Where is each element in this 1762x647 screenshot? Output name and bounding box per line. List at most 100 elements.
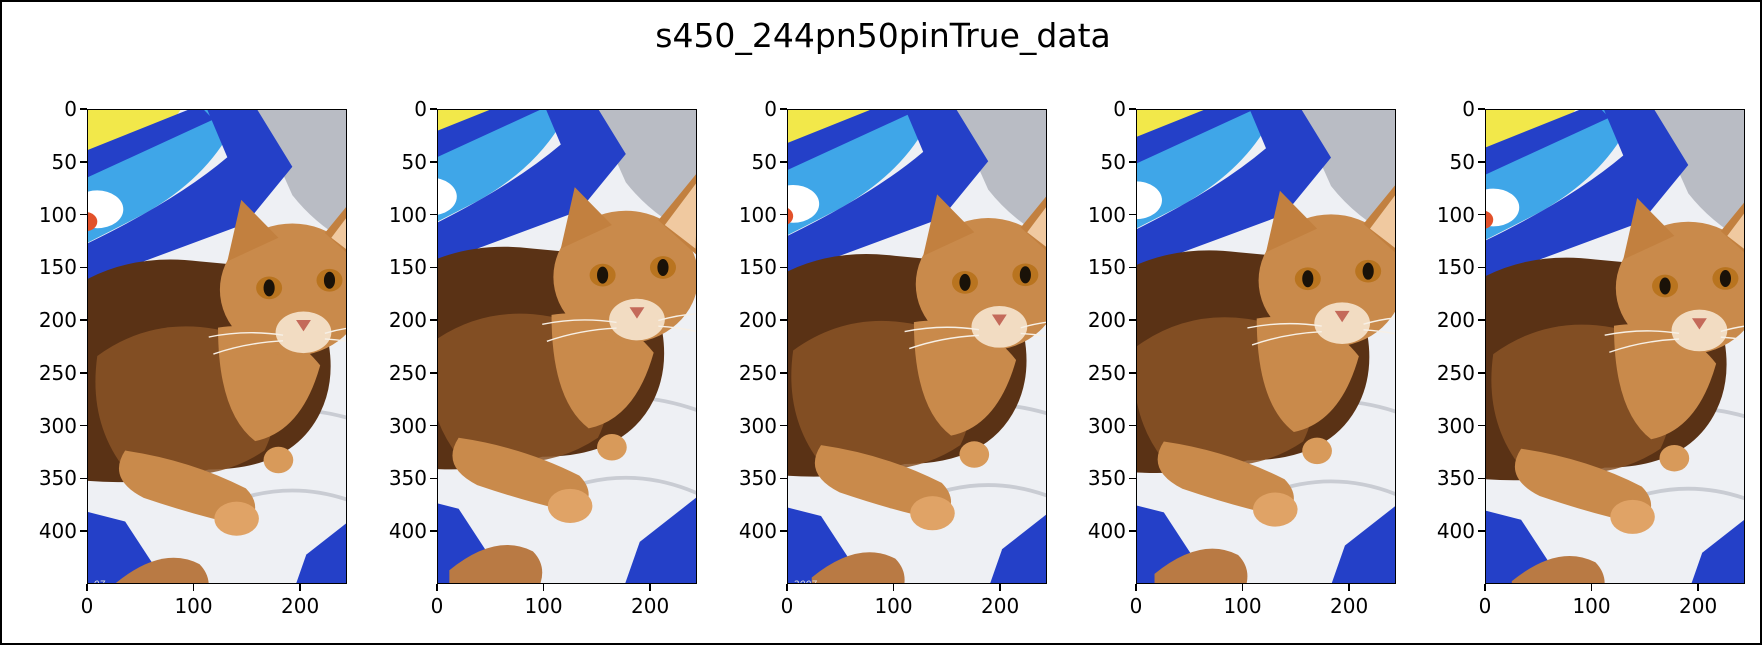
y-tick-mark (430, 530, 437, 532)
y-tick-mark (1478, 530, 1485, 532)
y-tick-label: 50 (51, 149, 77, 174)
y-tick-mark (80, 266, 87, 269)
x-tick-label: 0 (1129, 594, 1143, 618)
x-tick-mark (1135, 584, 1137, 591)
x-tick-label: 100 (1223, 594, 1262, 618)
y-tick-mark (80, 477, 87, 480)
y-tick-mark (1129, 108, 1136, 110)
y-tick-label: 0 (64, 97, 77, 121)
y-tick-label: 200 (38, 308, 77, 333)
y-tick-mark (430, 319, 437, 321)
y-tick-label: 150 (1436, 255, 1475, 280)
y-tick-mark (430, 424, 437, 427)
image-watermark: 07 (94, 580, 106, 583)
y-tick-label: 150 (388, 255, 427, 280)
y-tick-mark (80, 424, 87, 427)
y-tick-label: 250 (388, 360, 427, 385)
y-tick-label: 250 (1436, 360, 1475, 385)
y-tick-mark (1129, 161, 1136, 163)
y-tick-label: 100 (1436, 202, 1475, 227)
y-tick-mark (780, 477, 787, 480)
x-tick-label: 0 (80, 594, 94, 618)
y-tick-label: 300 (738, 413, 777, 438)
x-tick-label: 0 (1478, 594, 1492, 618)
y-tick-label: 250 (1087, 360, 1126, 385)
y-tick-label: 100 (38, 202, 77, 227)
x-tick-label: 200 (281, 594, 320, 618)
x-tick-label: 100 (874, 594, 913, 618)
y-tick-label: 250 (738, 360, 777, 385)
y-tick-label: 300 (1087, 413, 1126, 438)
x-tick-mark (1484, 584, 1486, 591)
x-tick-mark (299, 584, 301, 591)
x-tick-label: 200 (1679, 594, 1718, 618)
x-tick-mark (192, 584, 195, 591)
y-tick-label: 400 (1087, 519, 1126, 544)
y-tick-mark (1478, 213, 1485, 216)
cat-image (1136, 109, 1396, 584)
y-tick-mark (780, 266, 787, 269)
x-tick-mark (649, 584, 651, 591)
y-tick-mark (780, 213, 787, 216)
y-tick-label: 200 (1436, 308, 1475, 333)
y-tick-mark (1478, 108, 1485, 110)
y-tick-mark (780, 108, 787, 110)
y-tick-mark (1478, 266, 1485, 269)
y-tick-label: 0 (414, 97, 427, 121)
x-tick-mark (1590, 584, 1593, 591)
y-tick-label: 300 (1436, 413, 1475, 438)
x-tick-label: 0 (430, 594, 444, 618)
image-watermark: 2007 (794, 580, 818, 583)
y-tick-mark (430, 372, 437, 374)
y-tick-label: 300 (388, 413, 427, 438)
cat-image: 07 (87, 109, 347, 584)
y-tick-mark (430, 161, 437, 163)
y-tick-label: 150 (1087, 255, 1126, 280)
y-tick-label: 0 (764, 97, 777, 121)
y-tick-mark (1129, 477, 1136, 480)
y-tick-label: 50 (401, 149, 427, 174)
y-tick-mark (1129, 319, 1136, 321)
y-tick-label: 350 (38, 466, 77, 491)
y-tick-mark (430, 266, 437, 269)
y-tick-label: 150 (38, 255, 77, 280)
y-tick-label: 50 (1100, 149, 1126, 174)
x-tick-mark (999, 584, 1001, 591)
y-tick-mark (80, 213, 87, 216)
y-tick-mark (780, 319, 787, 321)
figure-title: s450_244pn50pinTrue_data (655, 16, 1111, 55)
cat-image (1485, 109, 1745, 584)
x-tick-mark (436, 584, 438, 591)
x-tick-mark (892, 584, 895, 591)
y-tick-mark (430, 108, 437, 110)
x-tick-label: 0 (780, 594, 794, 618)
x-tick-label: 100 (524, 594, 563, 618)
y-tick-label: 200 (738, 308, 777, 333)
x-tick-label: 100 (1572, 594, 1611, 618)
y-tick-mark (430, 477, 437, 480)
y-tick-label: 200 (388, 308, 427, 333)
y-tick-label: 400 (1436, 519, 1475, 544)
x-tick-mark (1348, 584, 1350, 591)
y-tick-mark (80, 530, 87, 532)
y-tick-label: 100 (388, 202, 427, 227)
y-tick-label: 0 (1462, 97, 1475, 121)
y-tick-mark (1129, 266, 1136, 269)
y-tick-mark (1478, 161, 1485, 163)
y-tick-mark (80, 108, 87, 110)
y-tick-mark (430, 213, 437, 216)
y-tick-label: 50 (1449, 149, 1475, 174)
y-tick-label: 200 (1087, 308, 1126, 333)
y-tick-mark (780, 372, 787, 374)
x-tick-mark (786, 584, 788, 591)
y-tick-label: 50 (751, 149, 777, 174)
y-tick-mark (1478, 477, 1485, 480)
y-tick-label: 100 (738, 202, 777, 227)
y-tick-label: 100 (1087, 202, 1126, 227)
y-tick-label: 150 (738, 255, 777, 280)
y-tick-label: 400 (388, 519, 427, 544)
x-tick-mark (1697, 584, 1699, 591)
cat-image (437, 109, 697, 584)
y-tick-label: 350 (738, 466, 777, 491)
